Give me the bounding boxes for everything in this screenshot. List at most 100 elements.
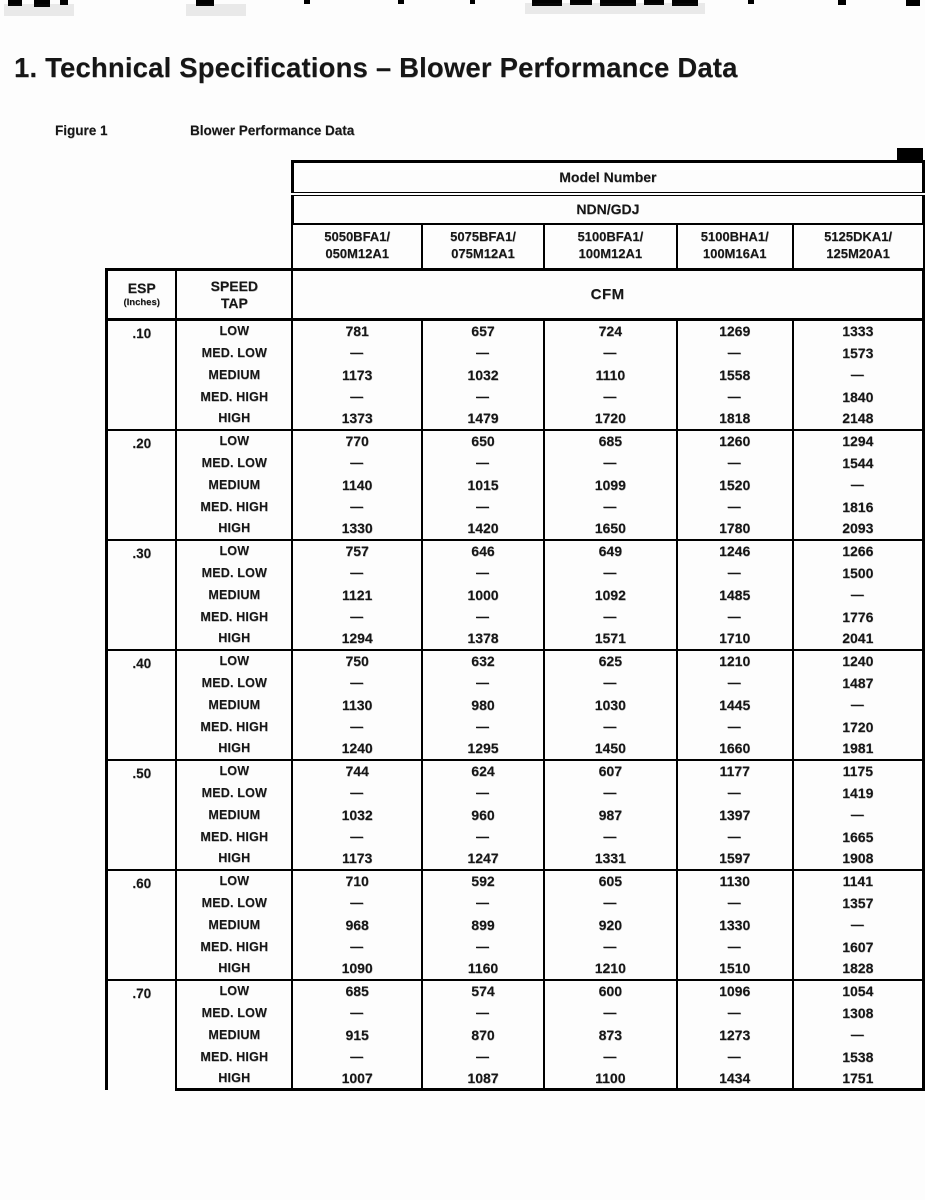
cfm-value: — xyxy=(291,891,424,914)
blank-corner xyxy=(107,224,293,270)
cfm-value: — xyxy=(791,913,925,936)
model-column-header: 5100BFA1/ 100M12A1 xyxy=(542,222,678,271)
esp-column-header: ESP (Inches) xyxy=(105,268,178,321)
table-row: MEDIUM 1130 980 1030 1445— xyxy=(107,693,925,716)
cfm-value: 1266 xyxy=(791,538,925,562)
cfm-value: 1665 xyxy=(791,825,925,848)
table-row: MED. LOW — — — —1544 xyxy=(107,451,925,474)
cfm-value: — xyxy=(291,781,424,804)
speed-tap-label: LOW xyxy=(175,428,294,452)
cfm-value: 770 xyxy=(291,428,424,452)
cfm-value: 1096 xyxy=(675,978,794,1002)
speed-tap-label: LOW xyxy=(175,868,294,892)
cfm-value: 1780 xyxy=(675,517,794,540)
table-row: .40 LOW 750 632 625 1210 1240 xyxy=(105,648,925,760)
cfm-value: 650 xyxy=(421,428,545,452)
cfm-value: — xyxy=(542,385,678,408)
cfm-value: — xyxy=(421,561,545,584)
cfm-value: 1054 xyxy=(791,978,925,1002)
cfm-value: 1130 xyxy=(675,868,794,892)
cfm-value: 1607 xyxy=(791,935,925,958)
cfm-value: 1776 xyxy=(791,605,925,628)
cfm-value: — xyxy=(421,825,545,848)
cfm-value: 899 xyxy=(421,913,545,936)
cfm-value: 1485 xyxy=(675,583,794,606)
speed-tap-label: LOW xyxy=(175,318,294,342)
cfm-value: 757 xyxy=(291,538,424,562)
cfm-value: 1378 xyxy=(421,627,545,650)
cfm-value: 1130 xyxy=(291,693,424,716)
blank-corner xyxy=(107,162,293,194)
esp-header-label: ESP xyxy=(127,280,156,297)
esp-header-units: (Inches) xyxy=(123,297,160,309)
cfm-value: 781 xyxy=(291,318,424,342)
cfm-value: 1597 xyxy=(675,847,794,870)
esp-value: .70 xyxy=(105,978,178,1090)
cfm-value: — xyxy=(675,385,794,408)
cfm-value: 2093 xyxy=(791,517,925,540)
cfm-value: 1720 xyxy=(791,715,925,738)
table-row: Model Number xyxy=(107,160,925,196)
cfm-value: — xyxy=(291,671,424,694)
model-line1: 5100BHA1/ xyxy=(700,229,769,245)
table-row: .10 LOW 781 657 724 1269 1333 xyxy=(105,318,925,430)
speed-tap-label: MED. HIGH xyxy=(175,1045,294,1068)
cfm-value: — xyxy=(542,495,678,518)
table-row: MED. HIGH — — — —1776 xyxy=(107,605,925,628)
cfm-value: 1330 xyxy=(291,517,424,540)
cfm-value: 1333 xyxy=(791,318,925,342)
cfm-value: 685 xyxy=(291,978,424,1002)
speed-tap-column-header: SPEED TAP xyxy=(175,268,294,321)
cfm-value: 1007 xyxy=(291,1067,424,1091)
cfm-value: 915 xyxy=(291,1023,424,1046)
cfm-value: 870 xyxy=(421,1023,545,1046)
table-row: HIGH 1373 1479 1720 1818 2148 xyxy=(107,407,925,430)
speed-tap-label: MEDIUM xyxy=(175,913,294,936)
cfm-value: 1445 xyxy=(675,693,794,716)
model-column-header: 5075BFA1/ 075M12A1 xyxy=(421,222,545,271)
cfm-value: 744 xyxy=(291,758,424,782)
model-line2: 125M20A1 xyxy=(826,246,890,262)
model-line1: 5075BFA1/ xyxy=(450,229,516,245)
speed-tap-label: MEDIUM xyxy=(175,583,294,606)
table-row: MEDIUM 915 870 873 1273— xyxy=(107,1023,925,1046)
cfm-value: 1099 xyxy=(542,473,678,496)
cfm-value: — xyxy=(675,715,794,738)
cfm-value: — xyxy=(291,451,424,474)
table-row: ESP (Inches) SPEED TAP CFM xyxy=(105,268,925,321)
cfm-value: 1373 xyxy=(291,407,424,430)
cfm-value: 1175 xyxy=(791,758,925,782)
cfm-value: — xyxy=(421,495,545,518)
cfm-value: — xyxy=(542,715,678,738)
cfm-value: 2148 xyxy=(791,407,925,430)
table-row: MED. HIGH — — — —1816 xyxy=(107,495,925,518)
model-line1: 5100BFA1/ xyxy=(577,229,644,245)
cfm-value: 625 xyxy=(542,648,678,672)
cfm-value: — xyxy=(291,1045,424,1068)
cfm-value: — xyxy=(675,825,794,848)
cfm-value: — xyxy=(675,495,794,518)
model-line1: 5050BFA1/ xyxy=(324,229,391,245)
cfm-value: 1210 xyxy=(542,957,678,980)
cfm-value: 710 xyxy=(291,868,424,892)
speed-tap-label: MED. LOW xyxy=(175,561,294,584)
cfm-value: 1434 xyxy=(675,1067,794,1091)
table-row: MED. LOW — — — —1357 xyxy=(107,891,925,914)
cfm-value: — xyxy=(542,1001,678,1024)
cfm-value: 1177 xyxy=(675,758,794,782)
speed-tap-label: MED. LOW xyxy=(175,891,294,914)
cfm-value: — xyxy=(421,671,545,694)
speed-tap-label: HIGH xyxy=(175,737,294,760)
cfm-value: — xyxy=(291,935,424,958)
table-row: HIGH 1173 1247 1331 1597 1908 xyxy=(107,847,925,870)
esp-value: .10 xyxy=(105,318,178,430)
cfm-value: — xyxy=(421,1045,545,1068)
model-line2: 075M12A1 xyxy=(451,246,515,262)
table-row: NDN/GDJ xyxy=(107,192,925,225)
cfm-value: — xyxy=(791,363,925,386)
cfm-value: 1295 xyxy=(421,737,545,760)
cfm-value: — xyxy=(675,781,794,804)
speed-tap-label: LOW xyxy=(175,978,294,1002)
cfm-value: — xyxy=(542,935,678,958)
cfm-value: 632 xyxy=(421,648,545,672)
